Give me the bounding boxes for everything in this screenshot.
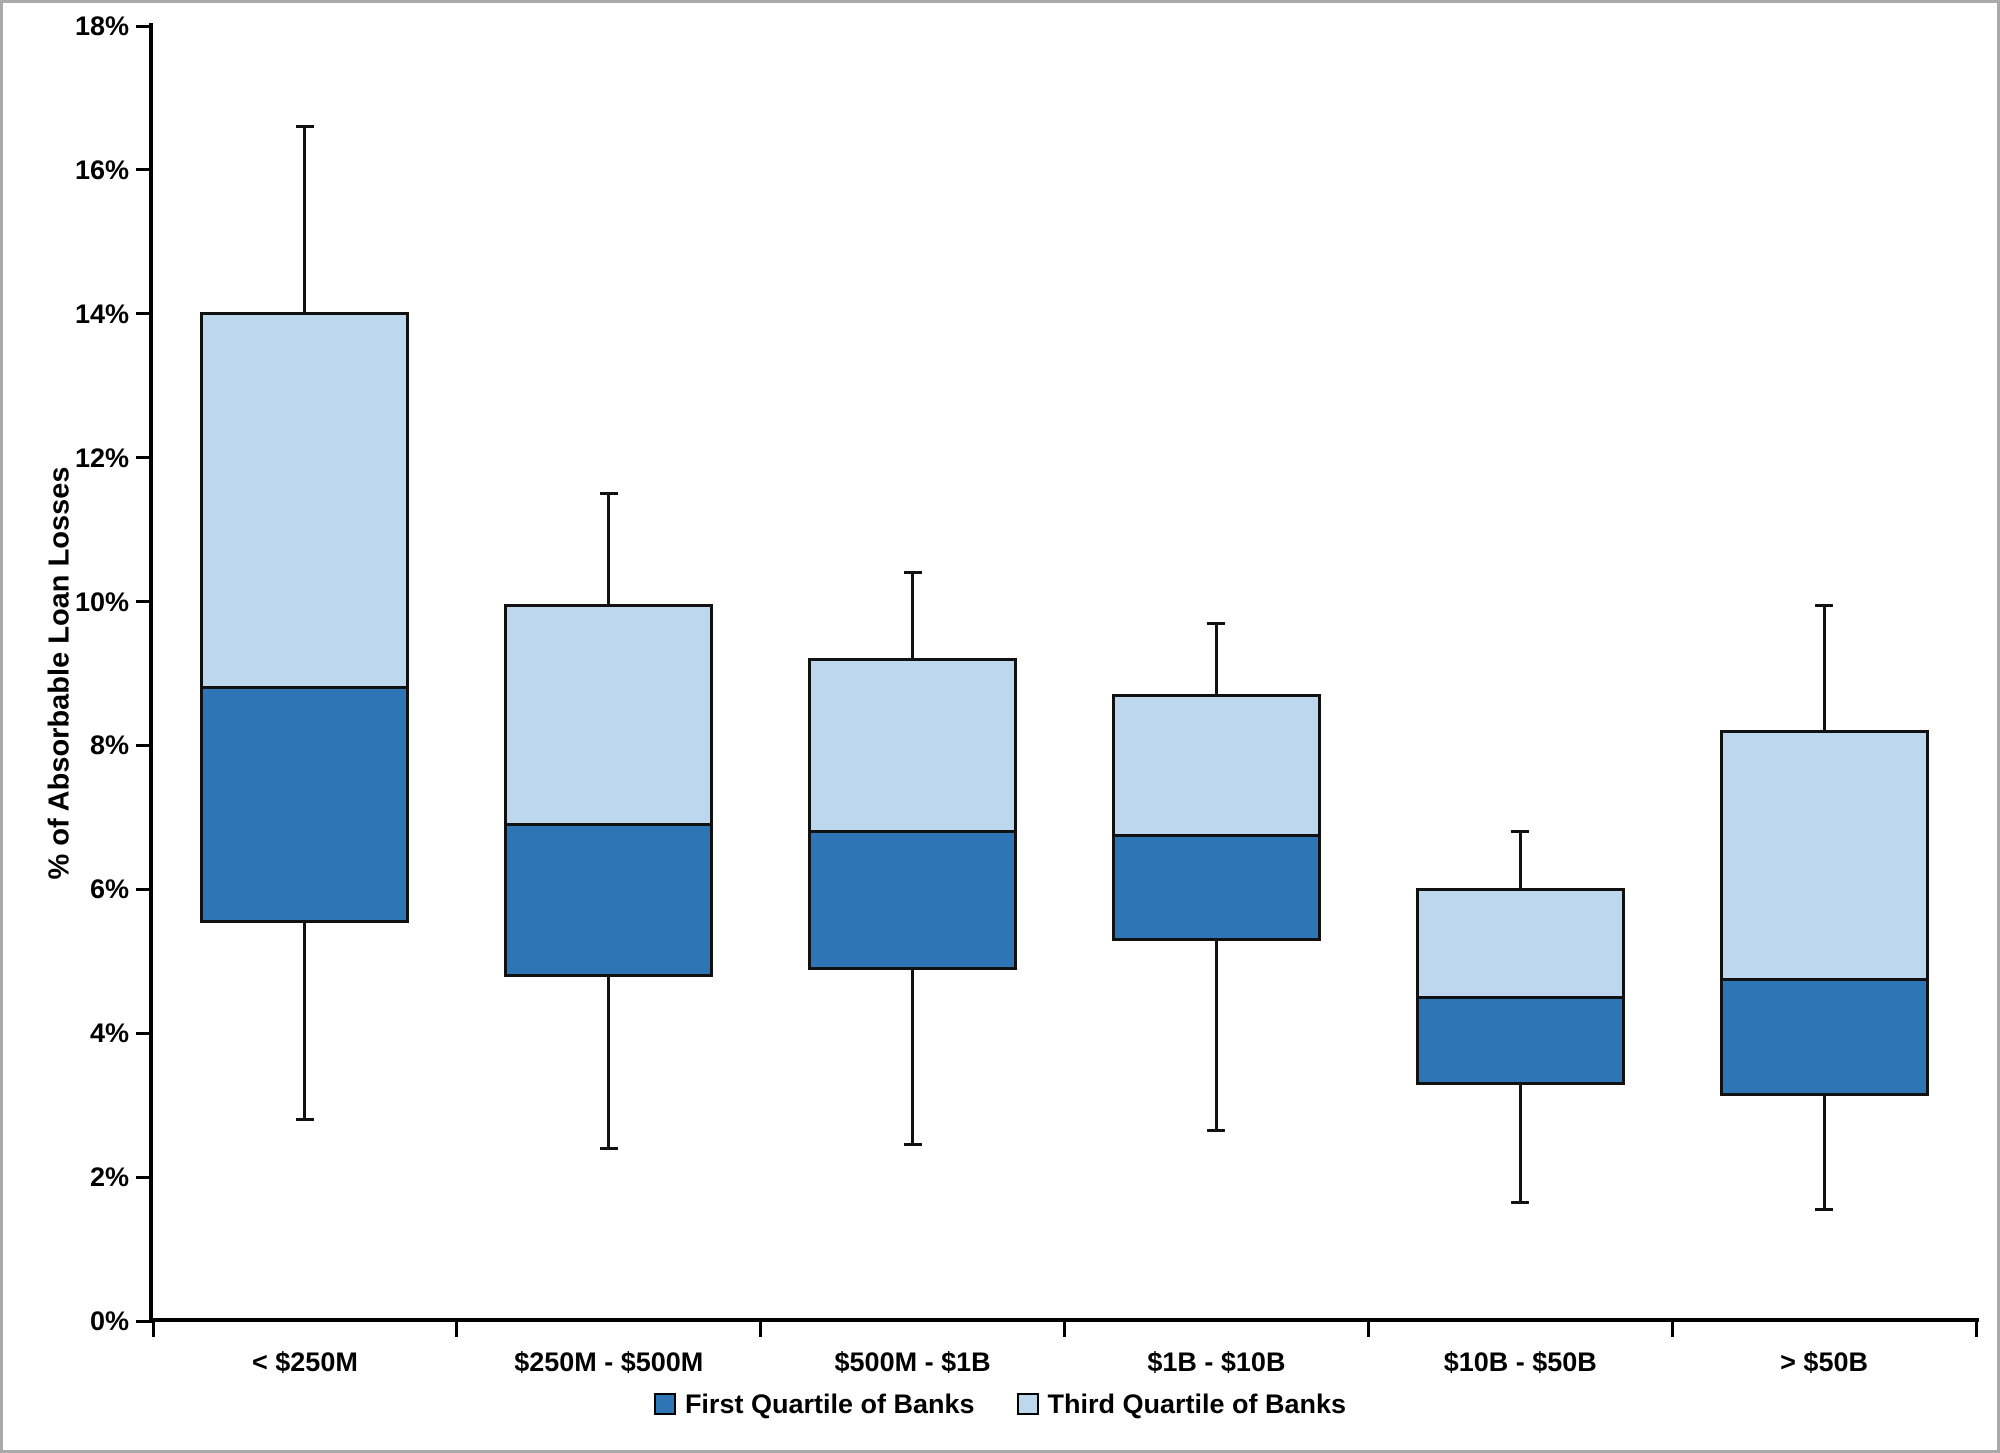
median-divider [1417,995,1624,999]
third-quartile-segment [201,313,408,688]
legend-item-third-quartile: Third Quartile of Banks [1016,1387,1347,1421]
y-axis-tick-label: 6% [89,874,129,905]
whisker-upper-cap [1815,603,1834,607]
y-axis-tick-label: 4% [89,1018,129,1049]
y-axis-tick-label: 18% [74,11,129,41]
third-quartile-segment [809,659,1016,832]
median-divider [505,823,712,827]
x-axis-label: $500M - $1B [834,1347,991,1377]
whisker-lower-cap [599,1146,618,1150]
y-axis-tick [136,1031,151,1035]
box-outline [1719,729,1929,1096]
whisker-upper-cap [903,571,922,575]
whisker-lower-cap [1511,1200,1530,1204]
legend-label: Third Quartile of Banks [1047,1389,1347,1419]
y-axis-tick [136,600,151,604]
third-quartile-segment [1113,695,1320,836]
third-quartile-segment [1417,889,1624,998]
y-axis-tick [136,24,151,28]
y-axis-tick [136,1175,151,1179]
legend: First Quartile of Banks Third Quartile o… [3,1387,1997,1421]
y-axis-tick [136,168,151,172]
first-quartile-segment [1113,835,1320,940]
y-axis-tick-label: 14% [74,298,129,329]
box-outline [808,657,1018,970]
third-quartile-swatch-icon [1016,1393,1039,1415]
x-axis-line [149,1318,1979,1322]
whisker-upper-line [911,572,915,660]
y-axis-tick-label: 2% [89,1162,129,1193]
y-axis-tick-label: 10% [74,586,129,617]
x-axis-tick [1974,1322,1978,1337]
first-quartile-segment [1417,997,1624,1084]
median-divider [201,686,408,690]
first-quartile-segment [505,824,712,976]
median-divider [1113,833,1320,837]
x-axis-tick [1063,1322,1066,1337]
x-axis-label: $1B - $10B [1147,1347,1286,1377]
y-axis-tick [136,743,151,747]
whisker-lower-cap [295,1118,314,1122]
whisker-upper-line [1518,831,1522,890]
first-quartile-segment [1721,979,1928,1095]
x-axis-tick [455,1322,459,1337]
y-axis-tick [136,1319,151,1323]
x-axis-tick [1366,1322,1370,1337]
y-axis-tick [136,456,151,460]
y-axis-tick-label: 8% [89,730,129,761]
whisker-upper-line [1214,623,1218,696]
y-axis-tick-label: 12% [74,442,129,473]
whisker-lower-line [607,975,611,1149]
first-quartile-swatch-icon [653,1393,676,1415]
x-axis-label: > $50B [1780,1347,1868,1377]
box-outline [200,312,410,924]
legend-label: First Quartile of Banks [684,1389,975,1419]
median-divider [1721,977,1928,981]
whisker-lower-cap [1207,1128,1226,1132]
x-axis-tick [759,1322,763,1337]
first-quartile-segment [201,687,408,922]
median-divider [809,830,1016,834]
whisker-lower-line [1822,1094,1826,1210]
x-axis-tick [151,1322,155,1337]
whisker-lower-line [911,968,915,1145]
whisker-upper-cap [1511,830,1530,834]
first-quartile-segment [809,831,1016,969]
whisker-lower-line [1518,1083,1522,1203]
y-axis-tick-label: 0% [89,1306,129,1336]
x-axis-label: $250M - $500M [514,1347,704,1377]
box-outline [504,603,714,978]
y-axis-tick-label: 16% [74,154,129,185]
whisker-upper-cap [599,492,618,496]
whisker-upper-line [607,493,611,606]
y-axis-line [149,23,153,1323]
third-quartile-segment [1721,731,1928,980]
x-axis-label: $10B - $50B [1443,1347,1597,1377]
box-outline [1111,693,1321,942]
whisker-lower-cap [1815,1207,1834,1211]
whisker-upper-cap [295,125,314,129]
whisker-lower-line [1214,939,1218,1131]
y-axis-tick [136,887,151,891]
third-quartile-segment [505,605,712,825]
whisker-upper-line [303,126,307,314]
x-axis-label: < $250M [252,1347,358,1377]
legend-item-first-quartile: First Quartile of Banks [653,1387,975,1421]
whisker-lower-line [303,921,307,1120]
whisker-upper-line [1822,605,1826,732]
x-axis-tick [1670,1322,1674,1337]
whisker-upper-cap [1207,621,1226,625]
box-outline [1415,887,1625,1086]
y-axis-title: % of Absorbable Loan Losses [43,466,76,880]
whisker-lower-cap [903,1143,922,1147]
y-axis-tick [136,312,151,316]
